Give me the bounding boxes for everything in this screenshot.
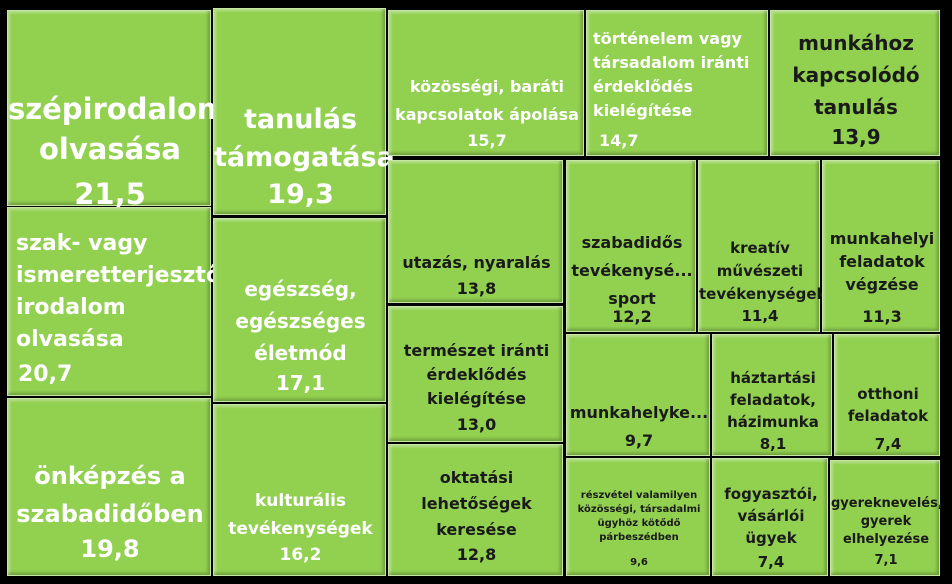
treemap-tile: részvétel valamilyen közösségi, társadal… xyxy=(566,458,710,576)
tile-value: 11,4 xyxy=(741,307,779,325)
treemap-tile: történelem vagy társadalom iránti érdekl… xyxy=(586,10,768,156)
treemap-tile: szak- vagy ismeretterjesztő irodalom olv… xyxy=(7,207,221,396)
tile-label: természet iránti érdeklődés kielégítése xyxy=(403,341,550,408)
tile-value: 9,6 xyxy=(630,557,648,568)
tile-value: 19,3 xyxy=(267,179,334,210)
tile-value: 20,7 xyxy=(18,362,73,387)
tile-value: 9,7 xyxy=(624,431,654,450)
treemap-tile: szabadidős tevékenysé... sport 12,2 xyxy=(566,160,696,332)
treemap-tile: szépirodalom olvasása 21,5 xyxy=(7,10,228,211)
tile-value: 11,3 xyxy=(862,307,902,326)
treemap-tile: utazás, nyaralás 13,8 xyxy=(388,160,563,303)
tile-label: munkahelyi feladatok végzése xyxy=(829,229,935,294)
tile-label: egészség, egészséges életmód xyxy=(235,277,366,365)
tile-value: 17,1 xyxy=(275,371,326,395)
tile-value: 21,5 xyxy=(74,177,146,211)
treemap-tile: munkahelyi feladatok végzése 11,3 xyxy=(822,160,940,332)
treemap-tile: háztartási feladatok, házimunka 8,1 xyxy=(712,334,832,456)
treemap-tile: munkahelyke... 9,7 xyxy=(566,334,710,456)
tile-value: 12,2 xyxy=(612,307,652,326)
tile-value: 13,0 xyxy=(456,415,497,434)
tile-label: oktatási lehetőségek keresése xyxy=(421,468,532,539)
tile-label: történelem vagy társadalom iránti érdekl… xyxy=(593,29,750,120)
tile-value: 7,1 xyxy=(874,553,898,568)
tile-label: részvétel valamilyen közösségi, társadal… xyxy=(577,490,701,543)
treemap-tile: otthoni feladatok 7,4 xyxy=(834,334,940,456)
tile-value: 14,7 xyxy=(599,131,639,150)
treemap-tile: kreatív művészeti tevékenységek 11,4 xyxy=(698,160,827,332)
tile-label: szépirodalom olvasása xyxy=(8,92,228,166)
treemap-tile: egészség, egészséges életmód 17,1 xyxy=(213,218,386,402)
treemap-tile: kulturális tevékenységek 16,2 xyxy=(213,404,386,576)
tile-label: szabadidős tevékenysé... sport xyxy=(571,233,693,308)
tile-label: önképzés a szabadidőben xyxy=(16,462,204,528)
treemap-tile: munkához kapcsolódó tanulás 13,9 xyxy=(770,10,940,156)
tile-value: 19,8 xyxy=(80,535,140,563)
tile-value: 15,7 xyxy=(467,131,507,150)
tile-value: 12,8 xyxy=(456,545,497,564)
tile-label: munkahelyke... xyxy=(569,403,709,422)
treemap-tile: tanulás támogatása 19,3 xyxy=(213,8,395,215)
tile-label: háztartási feladatok, házimunka xyxy=(727,369,819,431)
tile-value: 8,1 xyxy=(759,435,787,453)
tile-value: 16,2 xyxy=(279,545,322,565)
tile-label: fogyasztói, vásárlói ügyek xyxy=(724,485,818,547)
tile-label: utazás, nyaralás xyxy=(402,253,551,272)
tile-value: 13,9 xyxy=(831,125,881,149)
tile-value: 7,4 xyxy=(757,553,785,571)
treemap-tile: gyereknevelés, gyerek elhelyezése 7,1 xyxy=(830,460,943,576)
treemap-tile: oktatási lehetőségek keresése 12,8 xyxy=(388,444,563,576)
tile-label: kulturális tevékenységek xyxy=(228,491,373,539)
tile-label: szak- vagy ismeretterjesztő irodalom olv… xyxy=(16,231,222,352)
tile-value: 13,8 xyxy=(456,279,497,298)
treemap-tile: természet iránti érdeklődés kielégítése 1… xyxy=(388,306,563,442)
tile-label: gyereknevelés, gyerek elhelyezése xyxy=(831,496,943,547)
tile-label: kreatív művészeti tevékenységek xyxy=(699,239,827,303)
tile-label: tanulás támogatása xyxy=(214,104,395,173)
tile-value: 7,4 xyxy=(874,435,902,453)
tile-label: közösségi, baráti kapcsolatok ápolása xyxy=(395,77,579,124)
treemap-tile: önképzés a szabadidőben 19,8 xyxy=(7,398,211,576)
tile-label: otthoni feladatok xyxy=(847,385,929,425)
treemap-tile: fogyasztói, vásárlói ügyek 7,4 xyxy=(712,458,828,576)
tile-label: munkához kapcsolódó tanulás xyxy=(792,31,920,119)
treemap-tile: közösségi, baráti kapcsolatok ápolása 15,… xyxy=(388,10,584,156)
